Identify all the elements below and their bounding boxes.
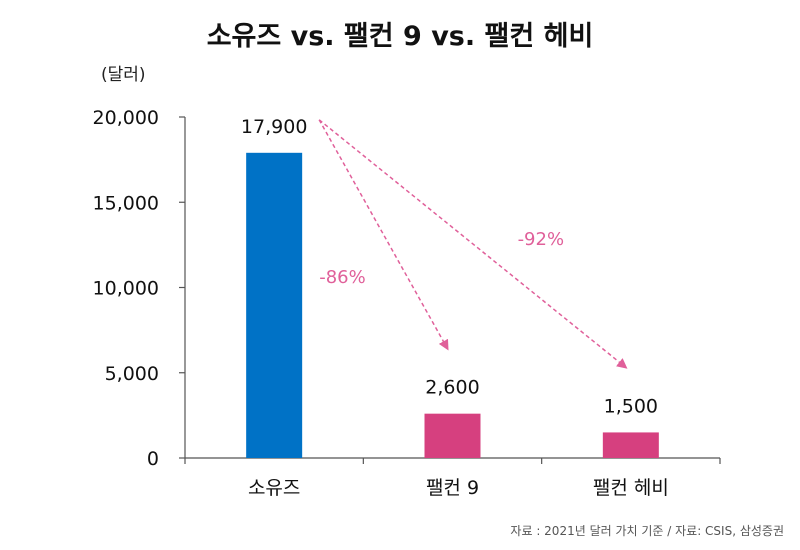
y-tick-label: 5,000: [105, 363, 159, 385]
change-arrow: [318, 119, 449, 351]
y-tick-label: 0: [147, 448, 159, 470]
chart-title: 소유즈 vs. 팰컨 9 vs. 팰컨 헤비: [206, 21, 594, 52]
change-arrow: [318, 119, 628, 369]
data-label: 2,600: [425, 377, 479, 399]
change-label: -92%: [518, 229, 565, 250]
y-tick-label: 20,000: [93, 107, 159, 129]
data-label: 17,900: [241, 116, 307, 138]
y-axis-unit-label: (달러): [101, 65, 146, 85]
bar-1: [424, 413, 481, 458]
change-label: -86%: [319, 267, 366, 288]
bar-0: [246, 152, 303, 458]
x-category-label: 팰컨 9: [426, 477, 479, 499]
data-label: 1,500: [604, 395, 658, 417]
y-tick-label: 15,000: [93, 192, 159, 214]
y-tick-label: 10,000: [93, 278, 159, 300]
x-category-label: 소유즈: [248, 477, 300, 499]
source-note: 자료 : 2021년 달러 가치 기준 / 자료: CSIS, 삼성증권: [510, 524, 784, 538]
bar-2: [602, 432, 659, 458]
x-category-label: 팰컨 헤비: [593, 477, 669, 499]
